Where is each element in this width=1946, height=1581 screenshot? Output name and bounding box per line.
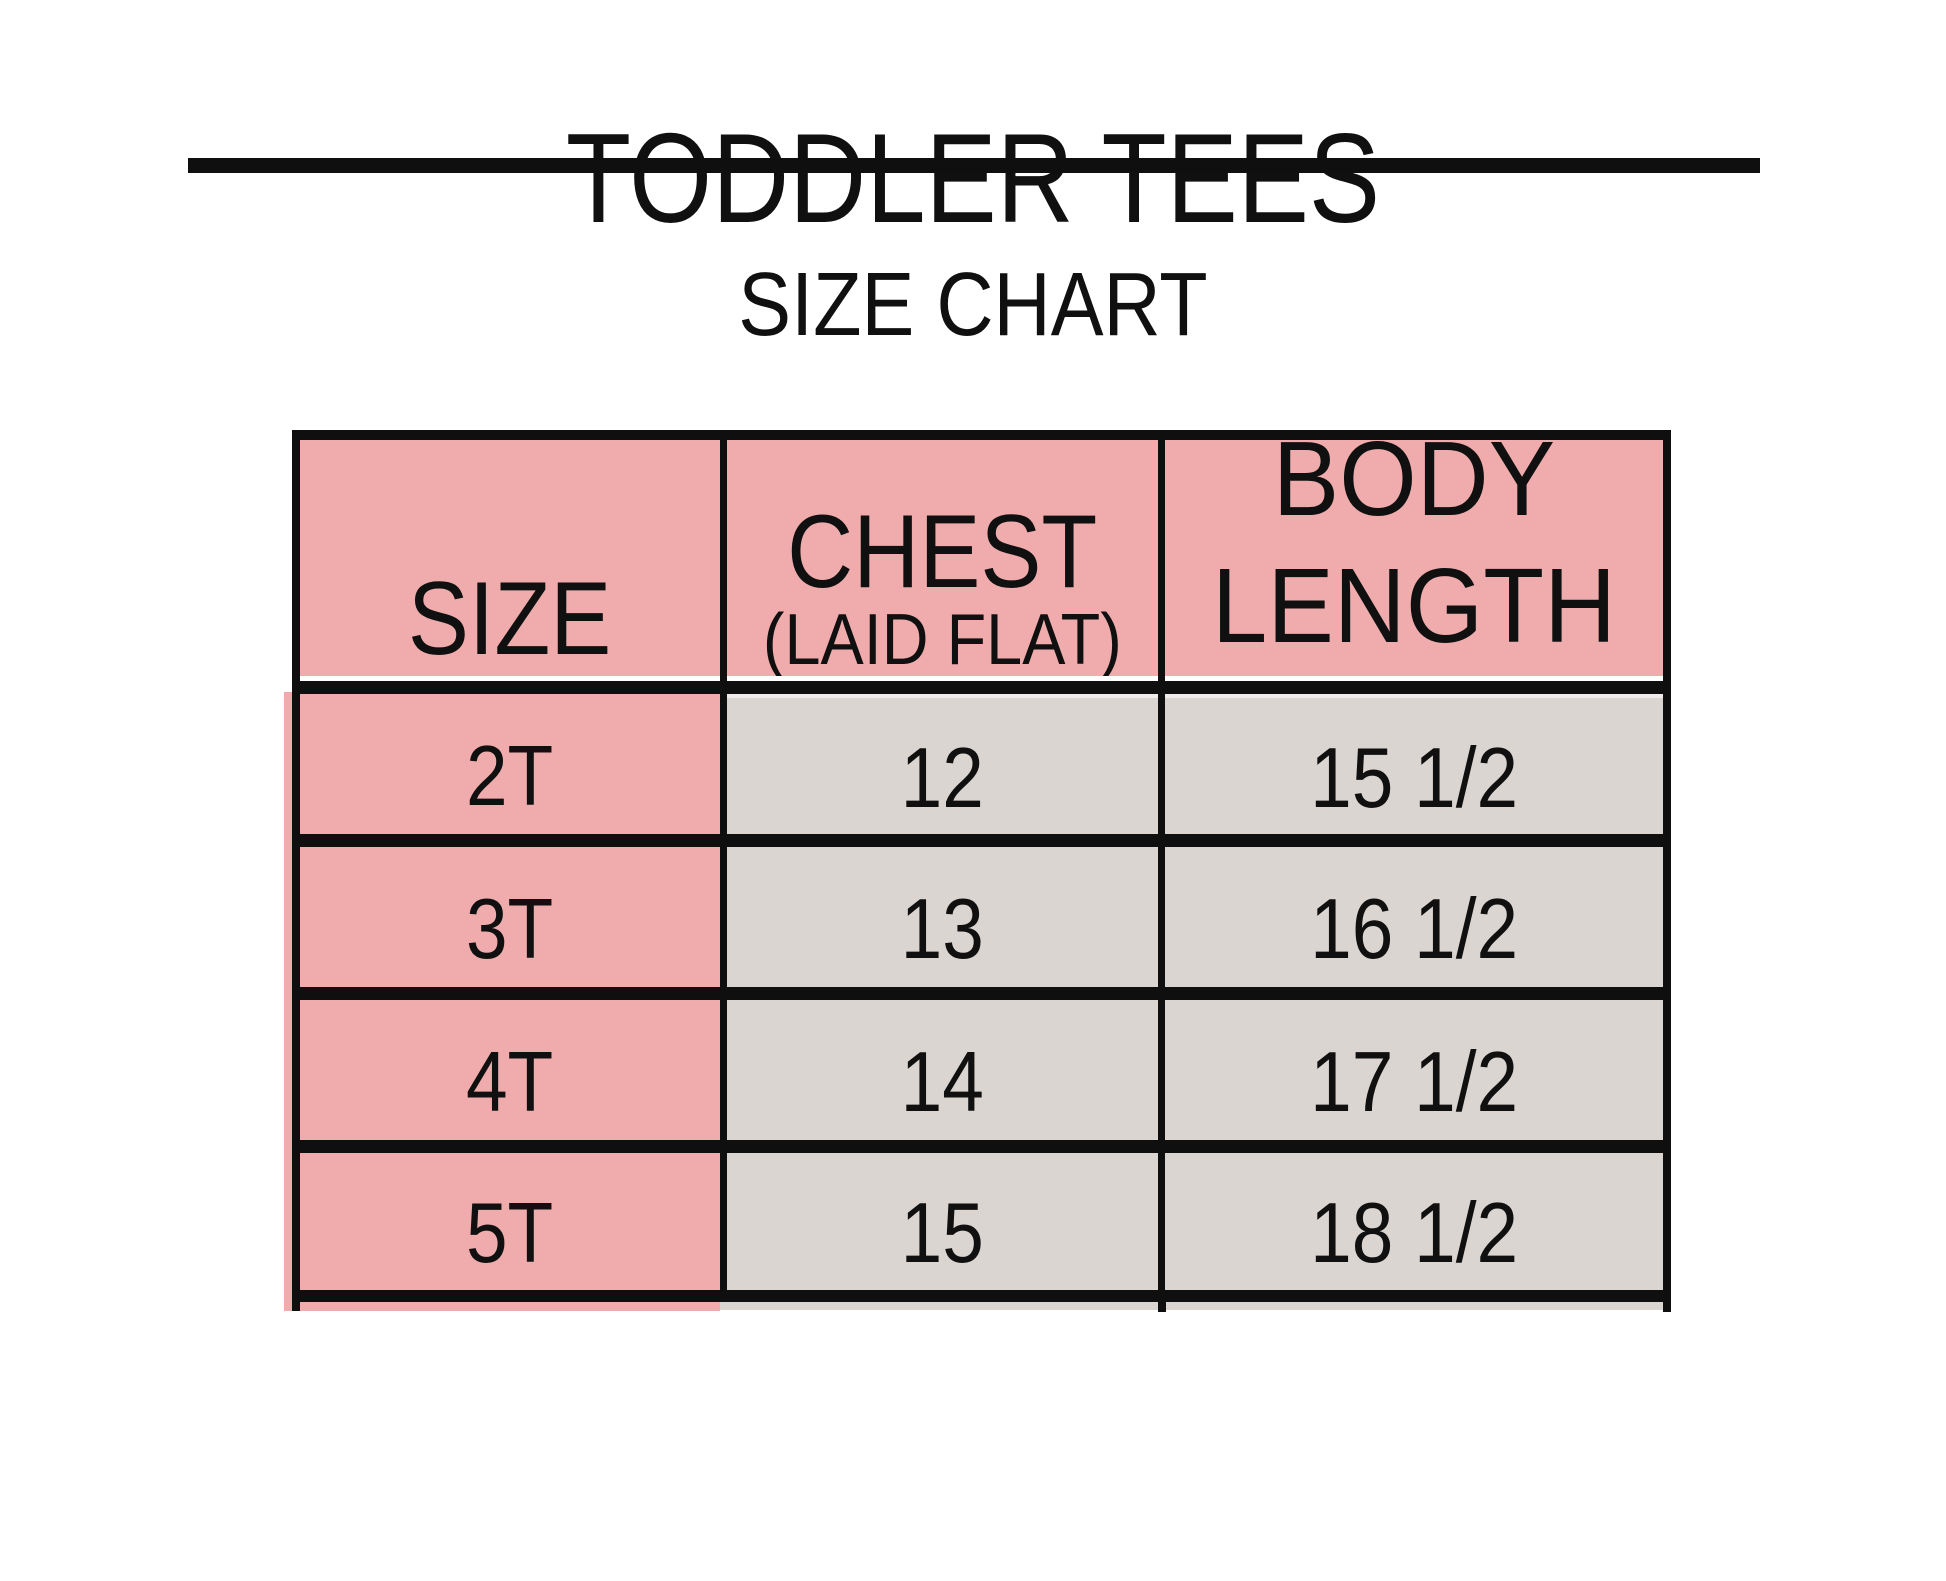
pink-edge-artifact-left	[284, 692, 292, 1302]
cell-text: 15	[900, 1186, 985, 1281]
cropped-row-sliver-gray	[720, 1302, 1671, 1310]
column-header-body-length: BODY LENGTH	[1165, 440, 1663, 681]
cell-text: 3T	[466, 881, 554, 977]
cell-text: 16 1/2	[1310, 881, 1518, 977]
table-cell-body-length-5t: 18 1/2	[1165, 1153, 1663, 1290]
table-cell-chest-5t: 15	[727, 1153, 1158, 1290]
page-subtitle: SIZE CHART	[0, 254, 1946, 355]
cell-text: 13	[900, 881, 985, 977]
border-stub-column-separator	[1158, 1302, 1166, 1312]
column-header-chest: CHEST (LAID FLAT)	[727, 440, 1158, 681]
column-header-body-length-label: BODY LENGTH	[1211, 440, 1617, 665]
cell-text: 5T	[466, 1186, 554, 1281]
border-stub-left	[292, 1302, 300, 1311]
cell-text: 2T	[466, 728, 554, 824]
size-table: SIZE CHEST (LAID FLAT) BODY LENGTH 2T 12…	[284, 430, 1671, 1314]
table-cell-chest-2t: 12	[727, 694, 1158, 834]
table-cell-chest-3t: 13	[727, 847, 1158, 987]
table-cell-size-3t: 3T	[300, 847, 720, 987]
table-cell-size-2t: 2T	[300, 694, 720, 834]
cell-text: 18 1/2	[1310, 1186, 1518, 1281]
table-cell-size-4t: 4T	[300, 1000, 720, 1140]
table-cell-chest-4t: 14	[727, 1000, 1158, 1140]
table-cell-body-length-3t: 16 1/2	[1165, 847, 1663, 987]
column-header-size-label: SIZE	[408, 560, 612, 677]
border-stub-right	[1663, 1302, 1671, 1312]
table-cell-body-length-4t: 17 1/2	[1165, 1000, 1663, 1140]
cell-text: 17 1/2	[1310, 1034, 1518, 1130]
column-header-chest-label: CHEST	[787, 494, 1098, 610]
page-title-text: TODDLER TEES	[565, 107, 1381, 250]
page-title: TODDLER TEES	[0, 107, 1946, 250]
cropped-row-sliver-pink	[284, 1302, 720, 1311]
title-divider-rule	[188, 158, 1760, 173]
cell-text: 12	[900, 730, 985, 826]
cell-text: 4T	[466, 1034, 554, 1130]
column-header-chest-sublabel: (LAID FLAT)	[763, 600, 1122, 680]
cell-text: 14	[900, 1034, 985, 1130]
size-table-grid: SIZE CHEST (LAID FLAT) BODY LENGTH 2T 12…	[292, 430, 1671, 1302]
cell-text: 15 1/2	[1310, 730, 1518, 826]
column-header-size: SIZE	[300, 440, 720, 681]
page-subtitle-text: SIZE CHART	[738, 254, 1208, 355]
table-cell-size-5t: 5T	[300, 1153, 720, 1290]
table-cell-body-length-2t: 15 1/2	[1165, 694, 1663, 834]
